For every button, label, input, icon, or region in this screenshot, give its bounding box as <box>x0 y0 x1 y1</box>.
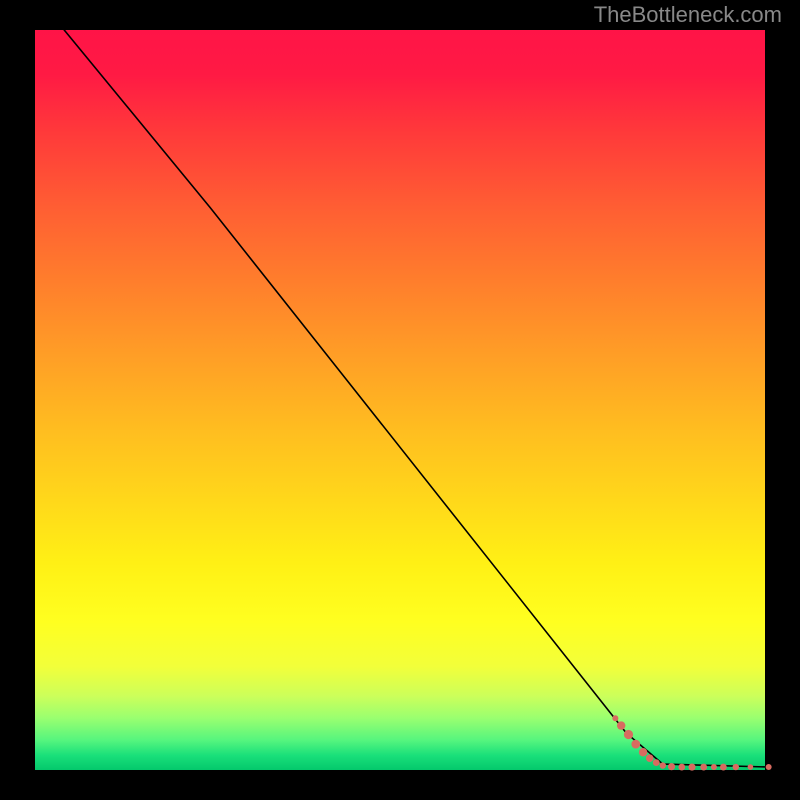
scatter-dot <box>700 764 707 771</box>
scatter-dot <box>639 748 647 756</box>
scatter-dot <box>766 764 772 770</box>
scatter-dot <box>711 764 717 770</box>
scatter-dot <box>678 764 685 771</box>
scatter-dot <box>688 763 695 770</box>
scatter-dot <box>660 762 666 768</box>
scatter-dot <box>617 721 625 729</box>
scatter-dot <box>631 740 640 749</box>
scatter-dot <box>668 763 675 770</box>
figure: TheBottleneck.com <box>0 0 800 800</box>
scatter-dot <box>720 764 727 771</box>
scatter-dots <box>612 715 771 770</box>
plot-overlay <box>0 0 800 800</box>
scatter-dot <box>646 754 654 762</box>
attribution-text: TheBottleneck.com <box>594 2 782 28</box>
curve-line <box>64 30 768 767</box>
scatter-dot <box>748 764 754 770</box>
scatter-dot <box>624 730 633 739</box>
scatter-dot <box>612 715 618 721</box>
scatter-dot <box>653 759 660 766</box>
scatter-dot <box>733 764 739 770</box>
